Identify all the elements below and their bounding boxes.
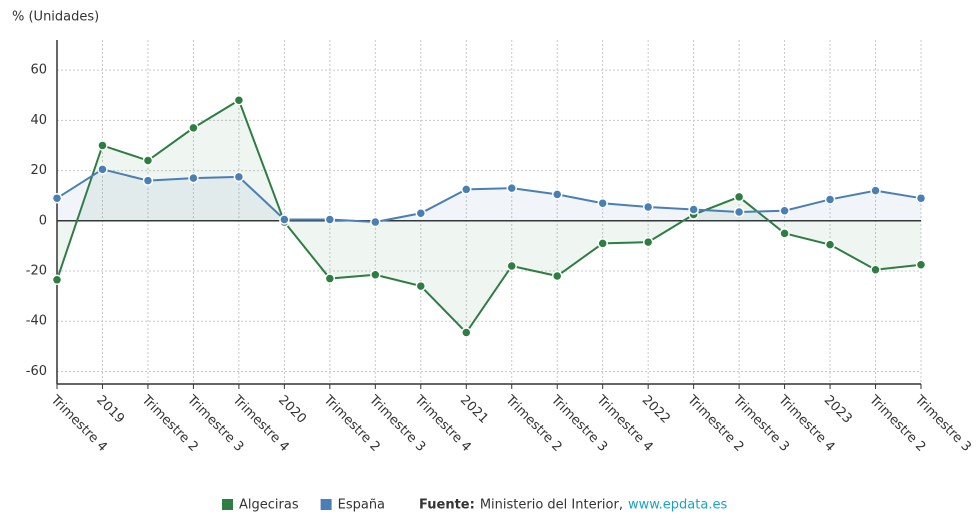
data-point <box>324 214 336 225</box>
data-point <box>779 228 790 239</box>
y-tick-label: -20 <box>26 264 47 279</box>
legend: Algeciras España Fuente: Ministerio del Int… <box>222 498 727 513</box>
data-point <box>779 205 790 216</box>
x-tick-label: 2022 <box>639 393 673 427</box>
data-point <box>188 122 199 134</box>
data-point <box>551 270 563 282</box>
data-point <box>188 172 199 184</box>
data-point <box>415 208 427 219</box>
data-point <box>551 189 563 200</box>
data-point <box>142 175 154 186</box>
data-point <box>824 194 836 205</box>
data-point <box>915 259 927 270</box>
y-tick-label: -60 <box>26 364 47 379</box>
legend-swatch <box>222 499 233 510</box>
series-area <box>57 169 921 223</box>
series-line <box>56 98 922 335</box>
data-point <box>142 155 154 166</box>
data-point <box>233 95 245 106</box>
data-point <box>688 204 699 215</box>
data-point <box>597 197 608 209</box>
y-tick-label: -40 <box>26 314 47 329</box>
y-tick-label: 0 <box>39 213 47 228</box>
data-point <box>506 260 517 272</box>
y-axis-title: % (Unidades) <box>12 10 99 25</box>
data-point <box>415 280 427 292</box>
data-point <box>597 238 608 249</box>
data-point <box>461 184 472 195</box>
data-point <box>370 269 381 281</box>
legend-label: Algeciras <box>239 498 299 513</box>
series-area <box>57 100 921 333</box>
y-tick-label: 60 <box>30 63 47 78</box>
y-tick-label: 20 <box>30 163 47 178</box>
source-text: Ministerio del Interior, <box>480 498 623 513</box>
data-point <box>461 327 472 338</box>
data-point <box>51 274 63 286</box>
legend-swatch <box>320 499 332 510</box>
x-tick-label: 2019 <box>93 393 127 427</box>
data-point <box>915 192 927 204</box>
data-point <box>642 236 654 248</box>
data-point <box>51 192 63 204</box>
data-point <box>824 239 836 250</box>
data-point <box>370 216 381 228</box>
data-point <box>324 273 336 284</box>
data-point <box>870 185 881 196</box>
data-point <box>642 201 654 213</box>
data-point <box>97 164 108 175</box>
source-link[interactable]: www.epdata.es <box>628 498 727 513</box>
data-point <box>97 140 108 151</box>
x-tick-label: 2020 <box>275 393 309 427</box>
y-tick-label: 40 <box>30 113 47 128</box>
source-label: Fuente: <box>419 498 475 513</box>
data-point <box>233 171 245 183</box>
data-point <box>870 264 881 276</box>
legend-label: España <box>338 498 385 513</box>
x-tick-label: 2021 <box>457 393 491 427</box>
data-point <box>506 182 517 194</box>
series-line <box>56 168 922 224</box>
data-point <box>733 191 745 203</box>
data-point <box>733 206 745 218</box>
x-tick-label: 2023 <box>821 393 855 427</box>
data-point <box>279 214 290 225</box>
